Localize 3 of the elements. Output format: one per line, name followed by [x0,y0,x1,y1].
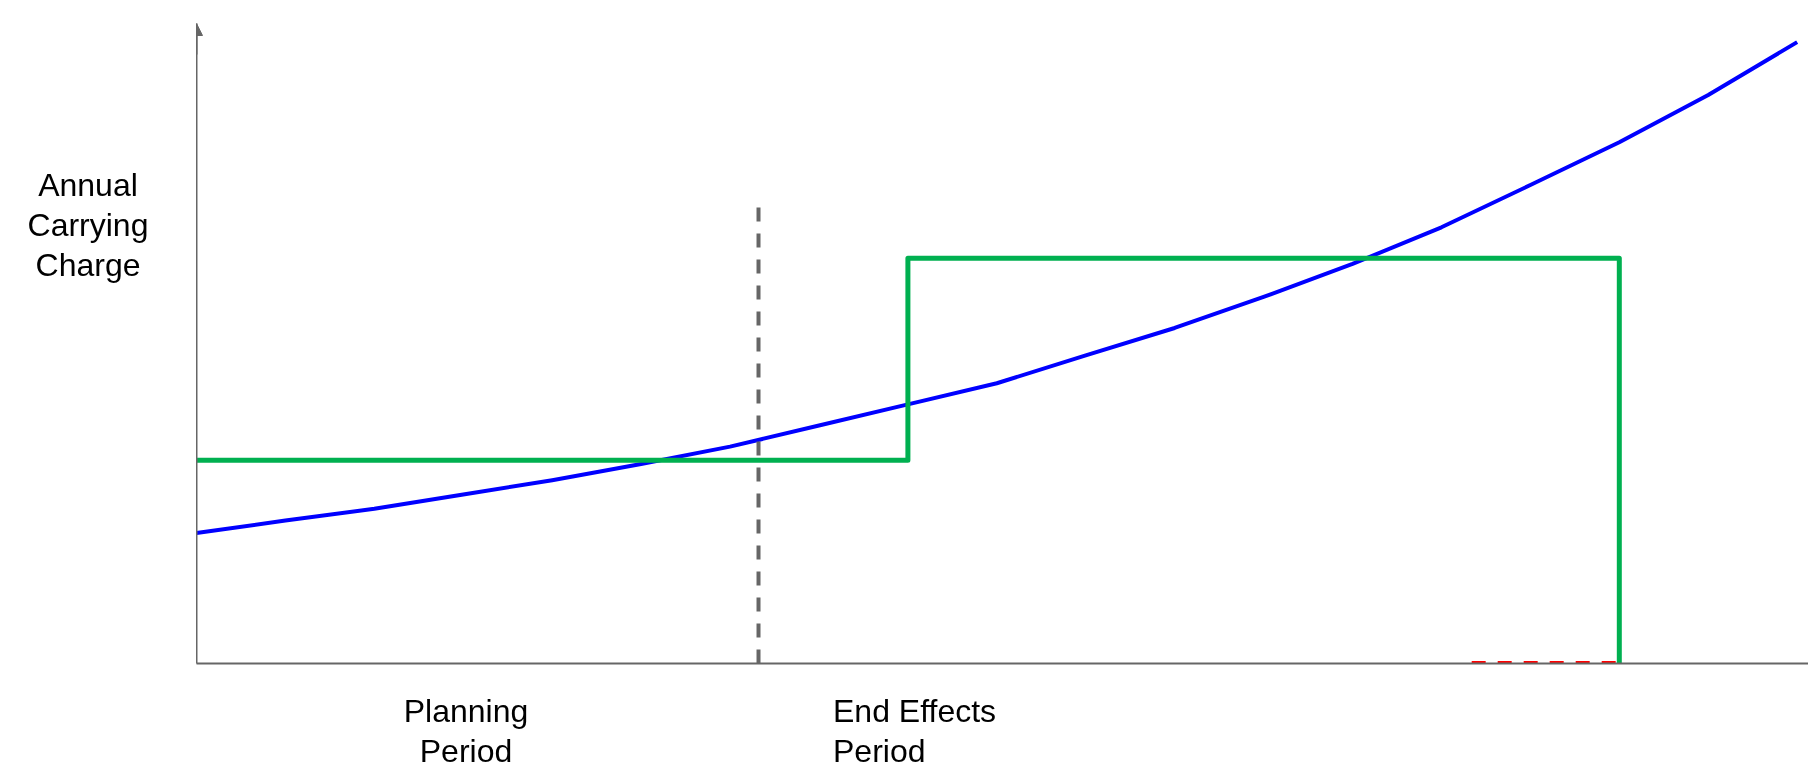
text: Planning Period [403,692,529,763]
y-axis-title: Annual Carrying Charge [26,166,150,285]
text: End Effects Period [833,692,997,763]
